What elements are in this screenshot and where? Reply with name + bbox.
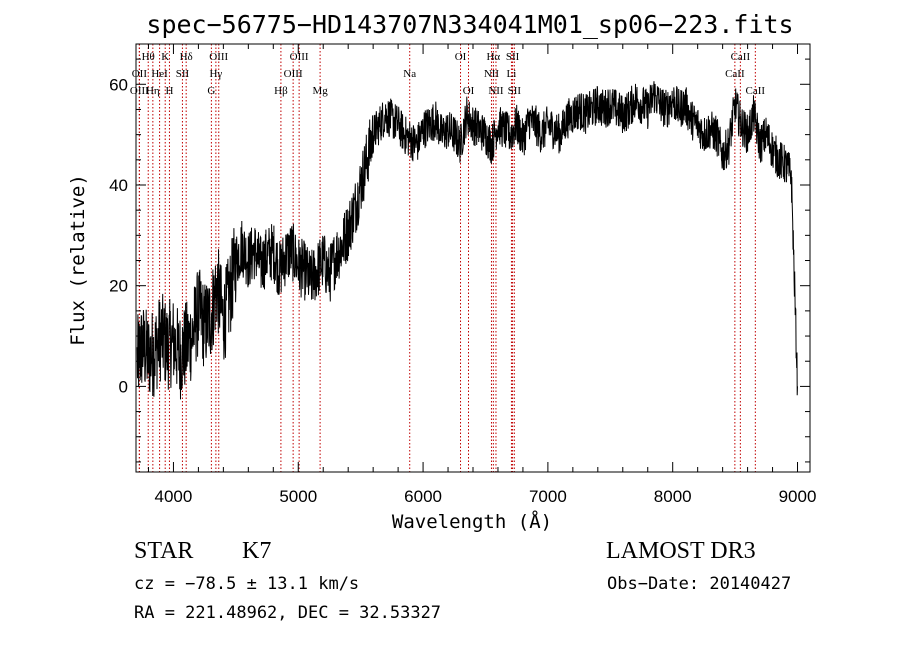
y-axis-label: Flux (relative): [67, 174, 89, 346]
x-tick-label: 6000: [404, 487, 442, 506]
y-tick-label: 60: [109, 75, 128, 94]
spectrum-line: [136, 81, 798, 400]
survey-name: LAMOST DR3: [606, 538, 756, 564]
y-tick-label: 20: [109, 277, 128, 296]
line-label: OI: [463, 85, 475, 97]
x-tick-label: 8000: [654, 487, 692, 506]
line-label: CaII: [731, 51, 751, 63]
line-label: H: [165, 85, 173, 97]
line-label: OIII: [130, 85, 149, 97]
line-label: OII: [132, 68, 148, 80]
x-tick-label: 4000: [155, 487, 193, 506]
line-label: NII: [488, 85, 504, 97]
line-label: K: [161, 51, 169, 63]
line-label: Hθ: [142, 51, 155, 63]
x-tick-label: 9000: [779, 487, 817, 506]
x-tick-label: 7000: [529, 487, 567, 506]
line-label: SII: [506, 51, 520, 63]
line-label: NII: [484, 68, 500, 80]
observation-date: Obs−Date: 20140427: [607, 574, 792, 594]
line-label: OIII: [290, 51, 309, 63]
line-label: Hγ: [209, 68, 222, 80]
line-label: Mg: [312, 85, 328, 97]
line-label: Na: [403, 68, 416, 80]
line-label: OIII: [209, 51, 228, 63]
line-label: OI: [455, 51, 467, 63]
coordinates: RA = 221.48962, DEC = 32.53327: [134, 603, 442, 623]
line-label: Hα: [486, 51, 500, 63]
spectral-subclass: K7: [242, 538, 272, 564]
line-label: SII: [176, 68, 190, 80]
chart-title: spec−56775−HD143707N334041M01_sp06−223.f…: [146, 10, 793, 39]
x-axis-label: Wavelength (Å): [392, 510, 552, 533]
object-class: STAR: [134, 538, 194, 564]
line-label: CaII: [746, 85, 766, 97]
line-label: Hβ: [274, 85, 288, 97]
line-label: G: [207, 85, 215, 97]
redshift-velocity: cz = −78.5 ± 13.1 km/s: [134, 574, 360, 594]
line-label: CaII: [725, 68, 745, 80]
line-label: Hδ: [180, 51, 193, 63]
line-label: OIII: [284, 68, 303, 80]
line-label: HeI: [151, 68, 168, 80]
y-tick-label: 0: [119, 377, 128, 396]
line-label: SII: [508, 85, 522, 97]
line-label: Hη: [146, 85, 160, 97]
y-tick-label: 40: [109, 176, 128, 195]
x-tick-label: 5000: [279, 487, 317, 506]
line-label: Li: [507, 68, 517, 80]
